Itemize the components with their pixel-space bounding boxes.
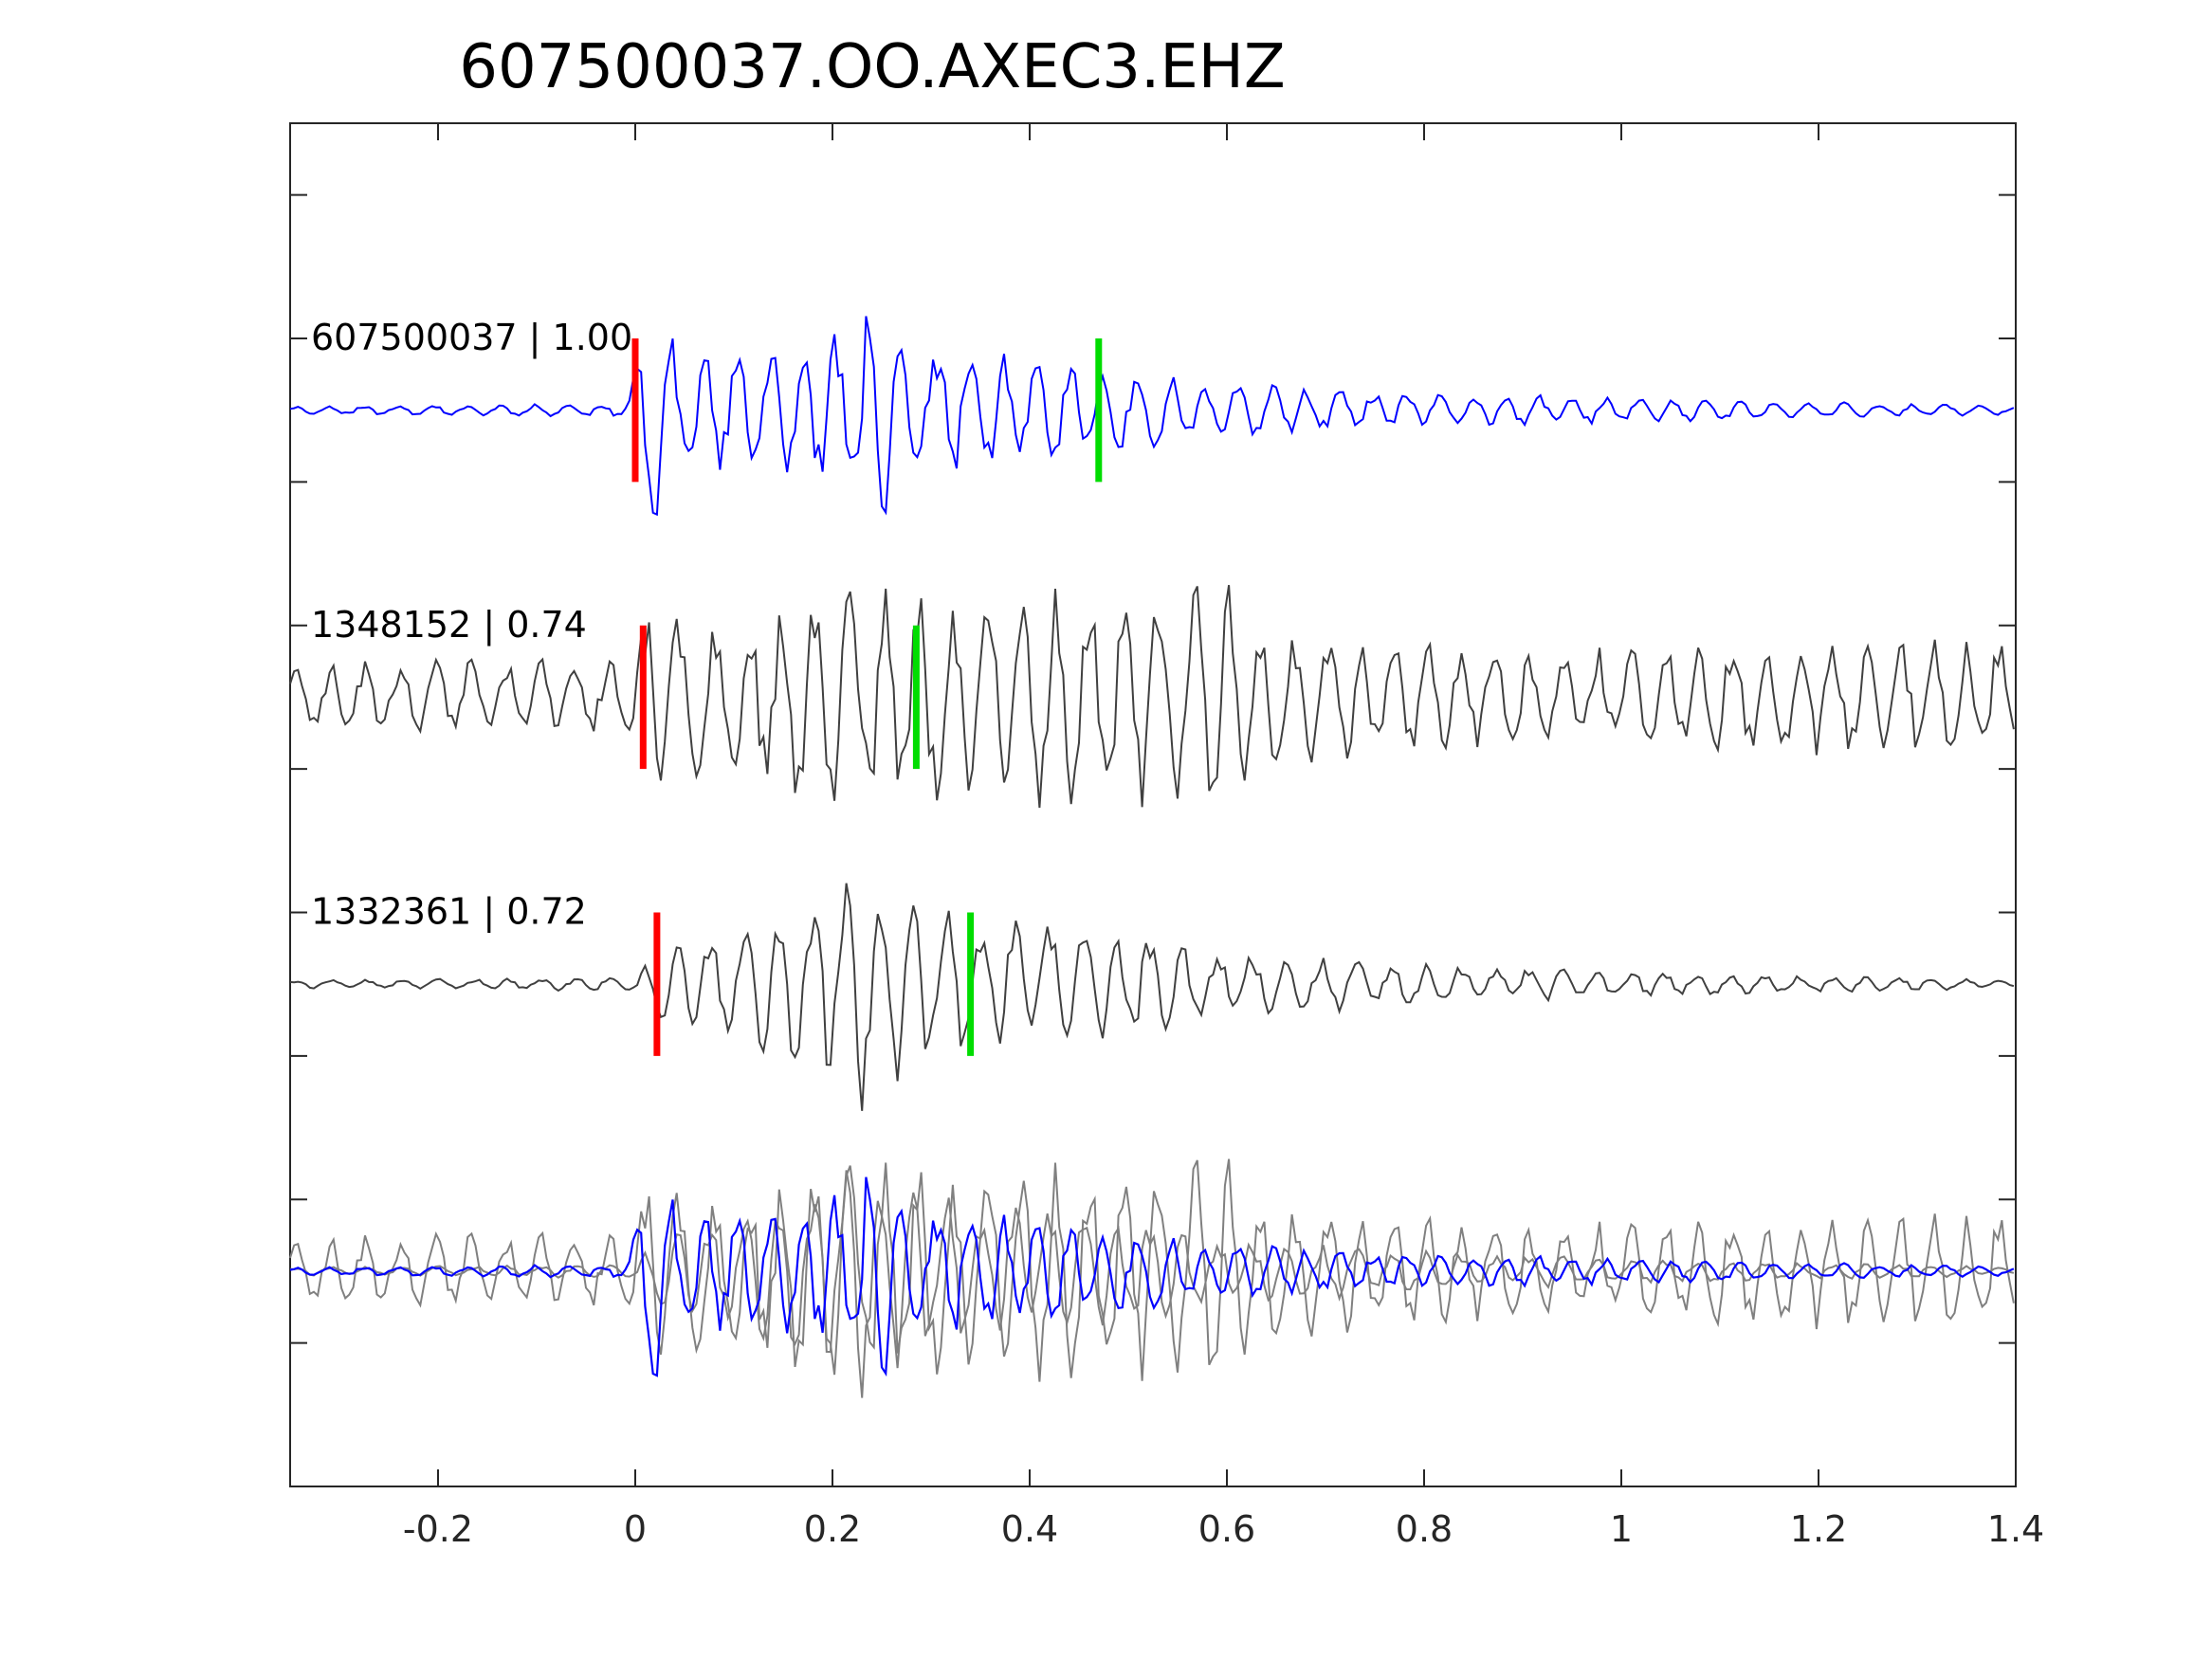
x-tick-label: 0.4 [1001,1508,1058,1550]
overlay-trace-3 [289,1170,2015,1398]
plot-frame [289,122,2017,1487]
x-tick-label: 0.6 [1198,1508,1255,1550]
chart-title: 607500037.OO.AXEC3.EHZ [459,32,1286,102]
x-tick-label: -0.2 [403,1508,473,1550]
x-tick-label: 1.4 [1987,1508,2044,1550]
waveform-trace-2 [289,585,2015,809]
waveform-trace-3 [289,883,2015,1111]
x-tick-label: 1 [1610,1508,1633,1550]
trace-label-1: 607500037 | 1.00 [311,317,632,359]
x-tick-label: 0 [624,1508,647,1550]
overlay-trace-2 [289,1158,2015,1382]
trace-label-3: 1332361 | 0.72 [311,891,587,934]
overlay-trace-reference [289,1176,2015,1377]
x-tick-label: 0.2 [804,1508,861,1550]
traces [289,316,2015,1398]
trace-label-2: 1348152 | 0.74 [311,604,587,647]
x-tick-label: 0.8 [1396,1508,1453,1550]
trace-labels: 607500037 | 1.00 1348152 | 0.74 1332361 | … [311,317,632,933]
axes: -0.2 0 0.2 0.4 0.6 0.8 1 1.2 1.4 [289,122,2044,1550]
x-tick-label: 1.2 [1790,1508,1847,1550]
phase-picks [631,338,1103,1056]
waveform-trace-1 [289,316,2015,517]
